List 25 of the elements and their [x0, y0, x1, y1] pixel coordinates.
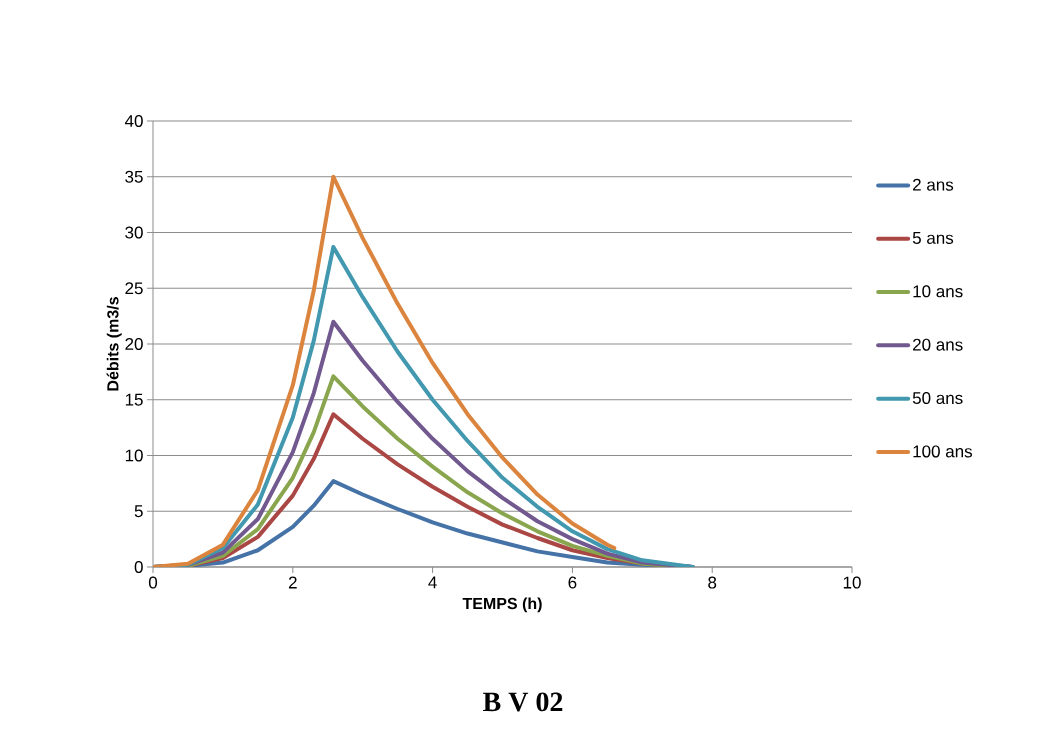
y-tick-label: 40 [124, 114, 143, 128]
y-tick-label: 5 [134, 505, 143, 518]
legend-label: 5 ans [912, 232, 954, 244]
legend-label: 2 ans [913, 178, 954, 191]
line-series [153, 174, 617, 567]
y-tick-label: 30 [125, 226, 143, 239]
x-tick-label: 2 [288, 576, 297, 589]
legend-label: 50 ans [912, 392, 963, 405]
y-tick-label: 20 [125, 337, 143, 351]
x-tick-label: 4 [428, 576, 437, 589]
y-tick-label: 25 [125, 282, 143, 295]
y-tick-label: 35 [125, 170, 143, 183]
legend-label: 100 ans [913, 445, 973, 458]
x-tick-label: 6 [568, 576, 577, 589]
y-tick-label: 15 [125, 393, 143, 406]
x-tick-label: 0 [148, 576, 158, 589]
x-tick-label: 10 [843, 576, 861, 589]
text: B V 02 [483, 692, 563, 712]
legend-label: 20 ans [913, 338, 963, 351]
x-tick-label: 8 [708, 576, 717, 589]
y-axis-title: Débits (m3/s [106, 297, 122, 391]
y-tick-label: 10 [125, 449, 143, 462]
x-axis-title: TEMPS (h) [462, 597, 542, 613]
legend-label: 10 ans [913, 285, 963, 298]
y-tick-label: 0 [134, 560, 143, 574]
